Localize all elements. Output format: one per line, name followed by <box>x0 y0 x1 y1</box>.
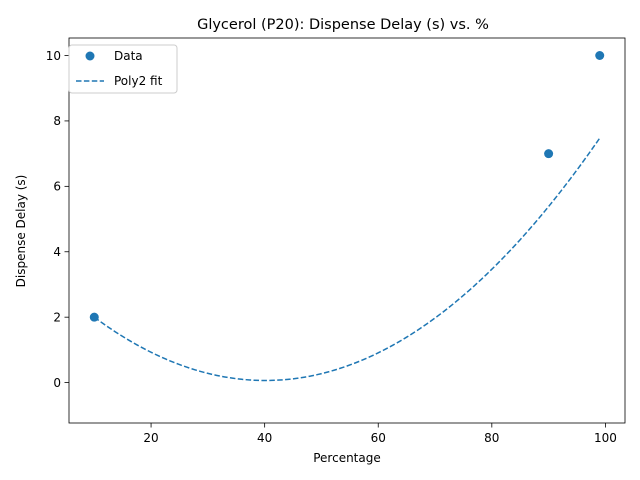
x-axis: 20 40 60 80 100 <box>143 423 617 445</box>
y-tick-label: 6 <box>53 180 61 194</box>
y-tick-label: 0 <box>53 376 61 390</box>
data-point <box>544 149 554 159</box>
x-tick-label: 20 <box>143 431 158 445</box>
legend: Data Poly2 fit <box>68 44 178 94</box>
x-tick-label: 80 <box>484 431 499 445</box>
y-tick-label: 10 <box>46 49 61 63</box>
y-axis-label: Dispense Delay (s) <box>14 175 28 288</box>
data-point <box>595 51 605 60</box>
x-tick-label: 60 <box>371 431 386 445</box>
y-tick-label: 2 <box>53 310 61 324</box>
chart-title: Glycerol (P20): Dispense Delay (s) vs. % <box>197 17 489 33</box>
x-tick-label: 100 <box>594 431 617 445</box>
y-tick-label: 4 <box>53 245 61 259</box>
y-tick-label: 8 <box>53 114 61 128</box>
plot-area <box>89 51 605 382</box>
legend-label-fit: Poly2 fit <box>114 74 163 88</box>
legend-label-data: Data <box>114 49 143 63</box>
fit-line <box>93 137 601 382</box>
legend-marker-data <box>85 51 95 61</box>
x-tick-label: 40 <box>257 431 272 445</box>
x-axis-label: Percentage <box>313 451 381 465</box>
data-point <box>89 312 99 322</box>
y-axis: 0 2 4 6 8 10 <box>46 49 69 390</box>
plot-frame <box>68 37 626 424</box>
